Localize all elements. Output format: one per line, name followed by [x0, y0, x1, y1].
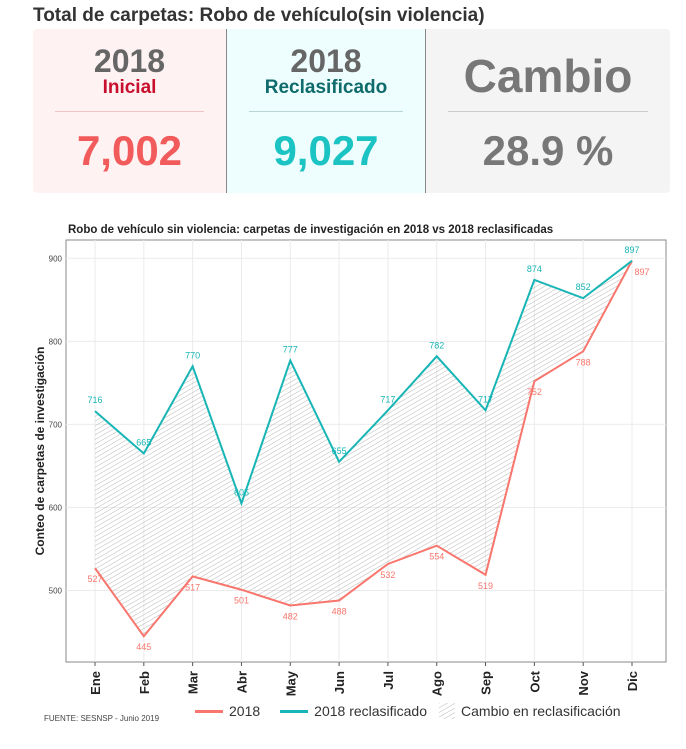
- x-tick-label: Ago: [430, 671, 445, 696]
- divider: [448, 111, 648, 112]
- y-tick-label: 900: [49, 254, 63, 263]
- data-label: 717: [478, 394, 493, 404]
- series-line-2018: [94, 260, 633, 638]
- data-label: 852: [576, 282, 591, 292]
- data-label: 777: [283, 344, 298, 354]
- card-value: 28.9 %: [482, 127, 614, 174]
- legend-label: Cambio en reclasificación: [461, 703, 621, 719]
- data-label: 554: [429, 552, 444, 562]
- x-tick-label: Oct: [527, 670, 542, 692]
- data-label: 897: [634, 267, 649, 277]
- card-label: Inicial: [102, 77, 157, 98]
- data-label: 665: [136, 437, 151, 447]
- x-tick-label: Mar: [186, 671, 201, 694]
- y-tick-label: 600: [49, 503, 63, 512]
- data-label: 716: [87, 395, 102, 405]
- divider: [55, 111, 204, 112]
- y-axis-label: Conteo de carpetas de investigación: [33, 347, 47, 556]
- card-label: Cambio: [463, 50, 633, 102]
- y-tick-label: 700: [49, 420, 63, 429]
- data-label: 501: [234, 596, 249, 606]
- change-area: [95, 260, 632, 637]
- line-chart: Robo de vehículo sin violencia: carpetas…: [33, 224, 667, 696]
- legend-swatch-hatch: [439, 703, 456, 719]
- x-tick-label: Ene: [88, 671, 103, 695]
- chart-title: Robo de vehículo sin violencia: carpetas…: [68, 224, 553, 236]
- x-tick-label: Abr: [234, 671, 249, 693]
- data-label: 655: [332, 446, 347, 456]
- source-note: FUENTE: SESNSP - Junio 2019: [44, 714, 160, 723]
- data-label: 897: [624, 245, 639, 255]
- data-label: 874: [527, 264, 542, 274]
- data-label: 717: [380, 394, 395, 404]
- y-tick-label: 500: [49, 587, 63, 596]
- card-value: 9,027: [273, 127, 379, 174]
- x-tick-label: Jun: [332, 671, 347, 694]
- data-label: 488: [332, 607, 347, 617]
- divider: [249, 111, 403, 112]
- x-tick-label: Feb: [137, 671, 152, 694]
- data-label: 519: [478, 581, 493, 591]
- summary-cards: 2018 Inicial 7,002 2018 Reclasificado 9,…: [33, 29, 670, 193]
- data-label: 770: [185, 350, 200, 360]
- legend-swatch-reclass: [280, 709, 309, 713]
- card-year: 2018: [93, 43, 166, 79]
- card-reclassified: 2018 Reclasificado 9,027: [227, 29, 426, 193]
- legend-swatch-2018: [195, 709, 223, 713]
- y-tick-label: 800: [49, 337, 63, 346]
- data-label: 517: [185, 582, 200, 592]
- x-tick-label: May: [283, 670, 298, 696]
- legend-label: 2018: [229, 703, 261, 719]
- data-label: 445: [136, 642, 151, 652]
- legend-label: 2018 reclasificado: [314, 703, 428, 719]
- card-initial: 2018 Inicial 7,002: [33, 29, 227, 193]
- plot-border: [65, 239, 667, 663]
- data-label: 527: [87, 574, 102, 584]
- data-label: 482: [283, 612, 298, 622]
- x-tick-label: Jul: [381, 671, 396, 690]
- x-tick-label: Nov: [576, 670, 591, 695]
- legend: 2018 2018 reclasificado Cambio en reclas…: [195, 703, 621, 719]
- series-line-reclasificado: [94, 259, 633, 507]
- data-label: 788: [576, 357, 591, 367]
- data-label: 605: [234, 487, 249, 497]
- card-value: 7,002: [76, 127, 183, 174]
- x-tick-label: Dic: [625, 671, 640, 691]
- data-label: 782: [429, 340, 444, 350]
- data-label: 532: [380, 570, 395, 580]
- x-tick-label: Sep: [479, 671, 494, 695]
- data-label: 752: [527, 387, 542, 397]
- card-year: 2018: [290, 43, 362, 79]
- page-title: Total de carpetas: Robo de vehículo(sin …: [33, 5, 485, 26]
- card-label: Reclasificado: [264, 77, 388, 98]
- card-change: Cambio 28.9 %: [426, 29, 670, 193]
